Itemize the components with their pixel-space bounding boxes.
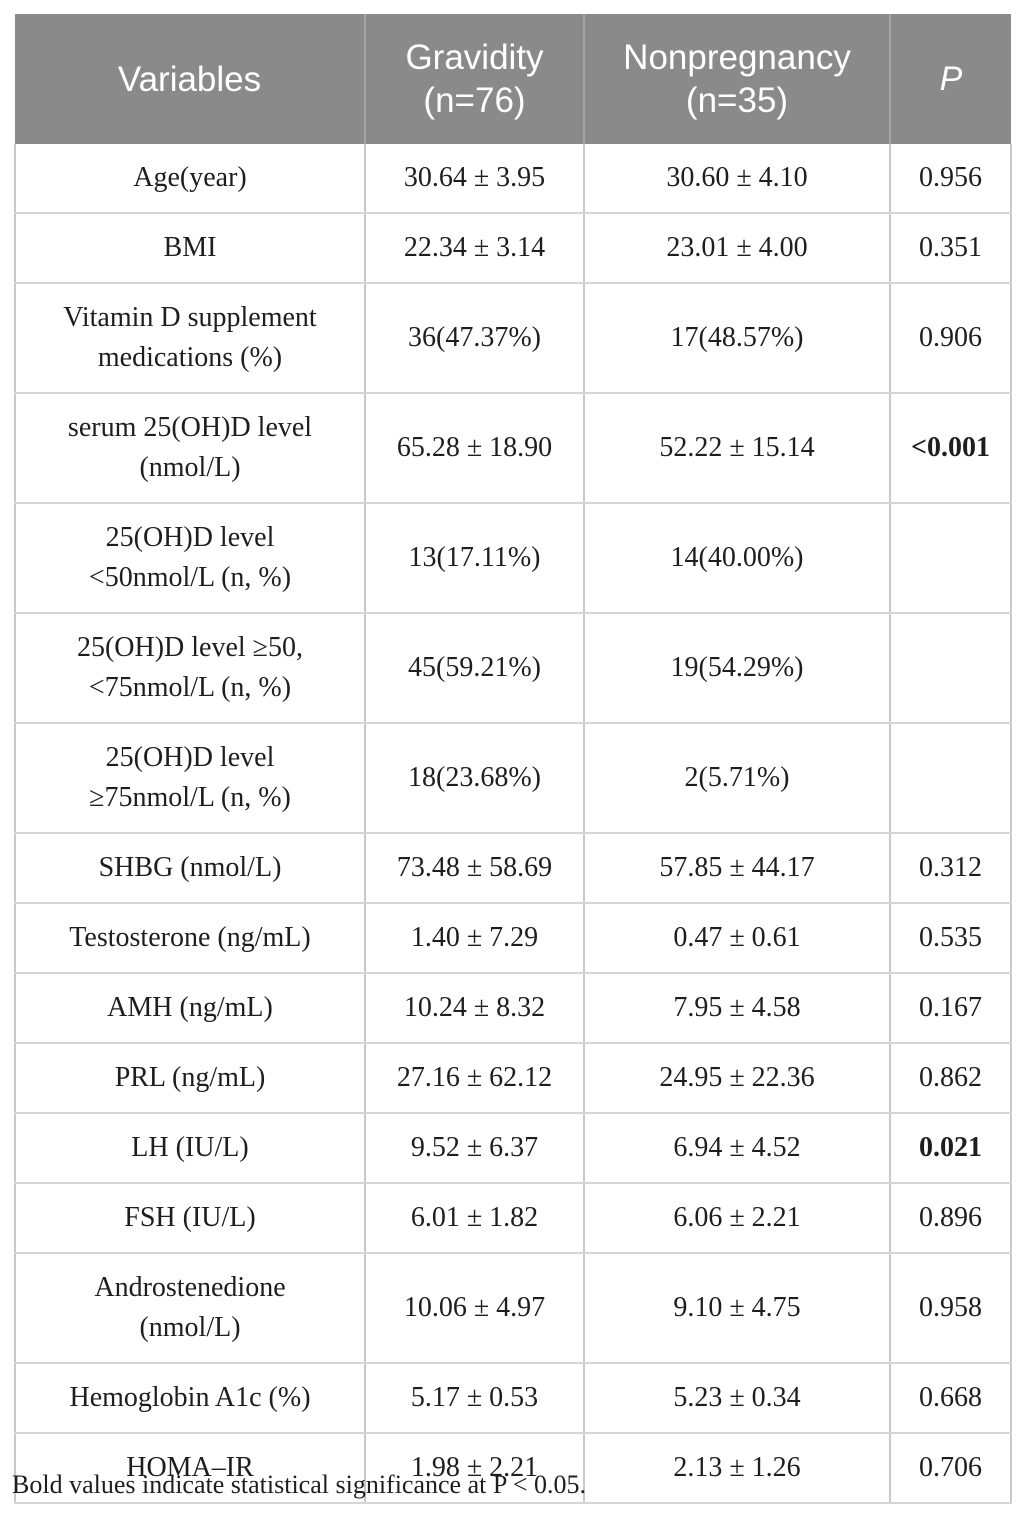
table-row: PRL (ng/mL) 27.16 ± 62.12 24.95 ± 22.36 0.8…: [14, 1042, 1012, 1114]
cell-gravidity-value: 65.28 ± 18.90: [364, 392, 585, 504]
col-header-nonpregnancy: Nonpregnancy (n=35): [583, 14, 890, 144]
cell-gravidity-value: 45(59.21%): [364, 612, 585, 724]
table-row: SHBG (nmol/L) 73.48 ± 58.69 57.85 ± 44.17 0…: [14, 832, 1012, 904]
cell-nonpregnancy-value: 7.95 ± 4.58: [583, 972, 891, 1044]
cell-p-value: [889, 722, 1012, 834]
col-header-gravidity: Gravidity (n=76): [364, 14, 584, 144]
cell-gravidity-value: 22.34 ± 3.14: [364, 212, 585, 284]
cell-p-value: 0.706: [889, 1432, 1012, 1504]
cell-variable: Androstenedione (nmol/L): [14, 1252, 366, 1364]
cell-nonpregnancy-value: 5.23 ± 0.34: [583, 1362, 891, 1434]
table-row: LH (IU/L) 9.52 ± 6.37 6.94 ± 4.52 0.021: [14, 1112, 1012, 1184]
cell-gravidity-value: 10.06 ± 4.97: [364, 1252, 585, 1364]
cell-variable: 25(OH)D level ≥75nmol/L (n, %): [14, 722, 366, 834]
table-row: Testosterone (ng/mL) 1.40 ± 7.29 0.47 ± 0.…: [14, 902, 1012, 974]
cell-variable: 25(OH)D level <50nmol/L (n, %): [14, 502, 366, 614]
cell-nonpregnancy-value: 19(54.29%): [583, 612, 891, 724]
col-header-variables: Variables: [15, 14, 365, 144]
cell-gravidity-value: 9.52 ± 6.37: [364, 1112, 585, 1184]
cell-gravidity-value: 1.98 ± 2.21: [364, 1432, 585, 1504]
cell-nonpregnancy-value: 30.60 ± 4.10: [583, 144, 891, 214]
cell-variable: SHBG (nmol/L): [14, 832, 366, 904]
cell-variable: Testosterone (ng/mL): [14, 902, 366, 974]
cell-nonpregnancy-value: 52.22 ± 15.14: [583, 392, 891, 504]
table-row: AMH (ng/mL) 10.24 ± 8.32 7.95 ± 4.58 0.167: [14, 972, 1012, 1044]
cell-p-value: 0.956: [889, 144, 1012, 214]
cell-p-value: 0.862: [889, 1042, 1012, 1114]
cell-nonpregnancy-value: 6.06 ± 2.21: [583, 1182, 891, 1254]
cell-gravidity-value: 36(47.37%): [364, 282, 585, 394]
cell-variable: serum 25(OH)D level (nmol/L): [14, 392, 366, 504]
cell-nonpregnancy-value: 23.01 ± 4.00: [583, 212, 891, 284]
cell-variable: PRL (ng/mL): [14, 1042, 366, 1114]
cell-nonpregnancy-value: 17(48.57%): [583, 282, 891, 394]
cell-variable: BMI: [14, 212, 366, 284]
cell-nonpregnancy-value: 6.94 ± 4.52: [583, 1112, 891, 1184]
cell-gravidity-value: 5.17 ± 0.53: [364, 1362, 585, 1434]
cell-variable: HOMA–IR: [14, 1432, 366, 1504]
cell-variable: Vitamin D supplement medications (%): [14, 282, 366, 394]
table-row: HOMA–IR 1.98 ± 2.21 2.13 ± 1.26 0.706: [14, 1432, 1012, 1504]
col-header-p-value: P: [889, 14, 1011, 144]
header-row: Variables Gravidity (n=76) Nonpregnancy …: [15, 14, 1011, 144]
table-body: Age(year) 30.64 ± 3.95 30.60 ± 4.10 0.956 BM…: [14, 144, 1012, 1504]
table-row: Vitamin D supplement medications (%) 36(4…: [14, 282, 1012, 394]
cell-gravidity-value: 73.48 ± 58.69: [364, 832, 585, 904]
table-row: 25(OH)D level <50nmol/L (n, %) 13(17.11%)…: [14, 502, 1012, 614]
table-row: 25(OH)D level ≥75nmol/L (n, %) 18(23.68%)…: [14, 722, 1012, 834]
cell-variable: FSH (IU/L): [14, 1182, 366, 1254]
table-header: Variables Gravidity (n=76) Nonpregnancy …: [15, 14, 1011, 144]
cell-variable: AMH (ng/mL): [14, 972, 366, 1044]
cell-gravidity-value: 27.16 ± 62.12: [364, 1042, 585, 1114]
table-row: serum 25(OH)D level (nmol/L) 65.28 ± 18.9…: [14, 392, 1012, 504]
table-container: Variables Gravidity (n=76) Nonpregnancy …: [14, 14, 1012, 1504]
cell-gravidity-value: 1.40 ± 7.29: [364, 902, 585, 974]
cell-gravidity-value: 6.01 ± 1.82: [364, 1182, 585, 1254]
table-row: Age(year) 30.64 ± 3.95 30.60 ± 4.10 0.956: [14, 144, 1012, 214]
cell-p-value: 0.312: [889, 832, 1012, 904]
cell-nonpregnancy-value: 2.13 ± 1.26: [583, 1432, 891, 1504]
cell-variable: LH (IU/L): [14, 1112, 366, 1184]
cell-p-value: 0.535: [889, 902, 1012, 974]
cell-gravidity-value: 13(17.11%): [364, 502, 585, 614]
cell-p-value: 0.167: [889, 972, 1012, 1044]
table-row: Androstenedione (nmol/L) 10.06 ± 4.97 9.10…: [14, 1252, 1012, 1364]
cell-variable: Age(year): [14, 144, 366, 214]
cell-nonpregnancy-value: 14(40.00%): [583, 502, 891, 614]
cell-nonpregnancy-value: 9.10 ± 4.75: [583, 1252, 891, 1364]
cell-p-value: 0.896: [889, 1182, 1012, 1254]
cell-variable: Hemoglobin A1c (%): [14, 1362, 366, 1434]
table-row: Hemoglobin A1c (%) 5.17 ± 0.53 5.23 ± 0.34…: [14, 1362, 1012, 1434]
table-row: 25(OH)D level ≥50, <75nmol/L (n, %) 45(59…: [14, 612, 1012, 724]
cell-p-value: 0.668: [889, 1362, 1012, 1434]
cell-gravidity-value: 10.24 ± 8.32: [364, 972, 585, 1044]
cell-p-value: <0.001: [889, 392, 1012, 504]
cell-p-value: 0.906: [889, 282, 1012, 394]
cell-nonpregnancy-value: 2(5.71%): [583, 722, 891, 834]
clinical-characteristics-table: Variables Gravidity (n=76) Nonpregnancy …: [14, 14, 1012, 1504]
table-footnote: Bold values indicate statistical signifi…: [12, 1470, 587, 1499]
cell-p-value: 0.958: [889, 1252, 1012, 1364]
cell-nonpregnancy-value: 24.95 ± 22.36: [583, 1042, 891, 1114]
cell-variable: 25(OH)D level ≥50, <75nmol/L (n, %): [14, 612, 366, 724]
cell-p-value: 0.021: [889, 1112, 1012, 1184]
cell-p-value: [889, 502, 1012, 614]
cell-p-value: [889, 612, 1012, 724]
cell-gravidity-value: 18(23.68%): [364, 722, 585, 834]
table-row: FSH (IU/L) 6.01 ± 1.82 6.06 ± 2.21 0.896: [14, 1182, 1012, 1254]
cell-nonpregnancy-value: 0.47 ± 0.61: [583, 902, 891, 974]
cell-nonpregnancy-value: 57.85 ± 44.17: [583, 832, 891, 904]
cell-p-value: 0.351: [889, 212, 1012, 284]
table-row: BMI 22.34 ± 3.14 23.01 ± 4.00 0.351: [14, 212, 1012, 284]
cell-gravidity-value: 30.64 ± 3.95: [364, 144, 585, 214]
